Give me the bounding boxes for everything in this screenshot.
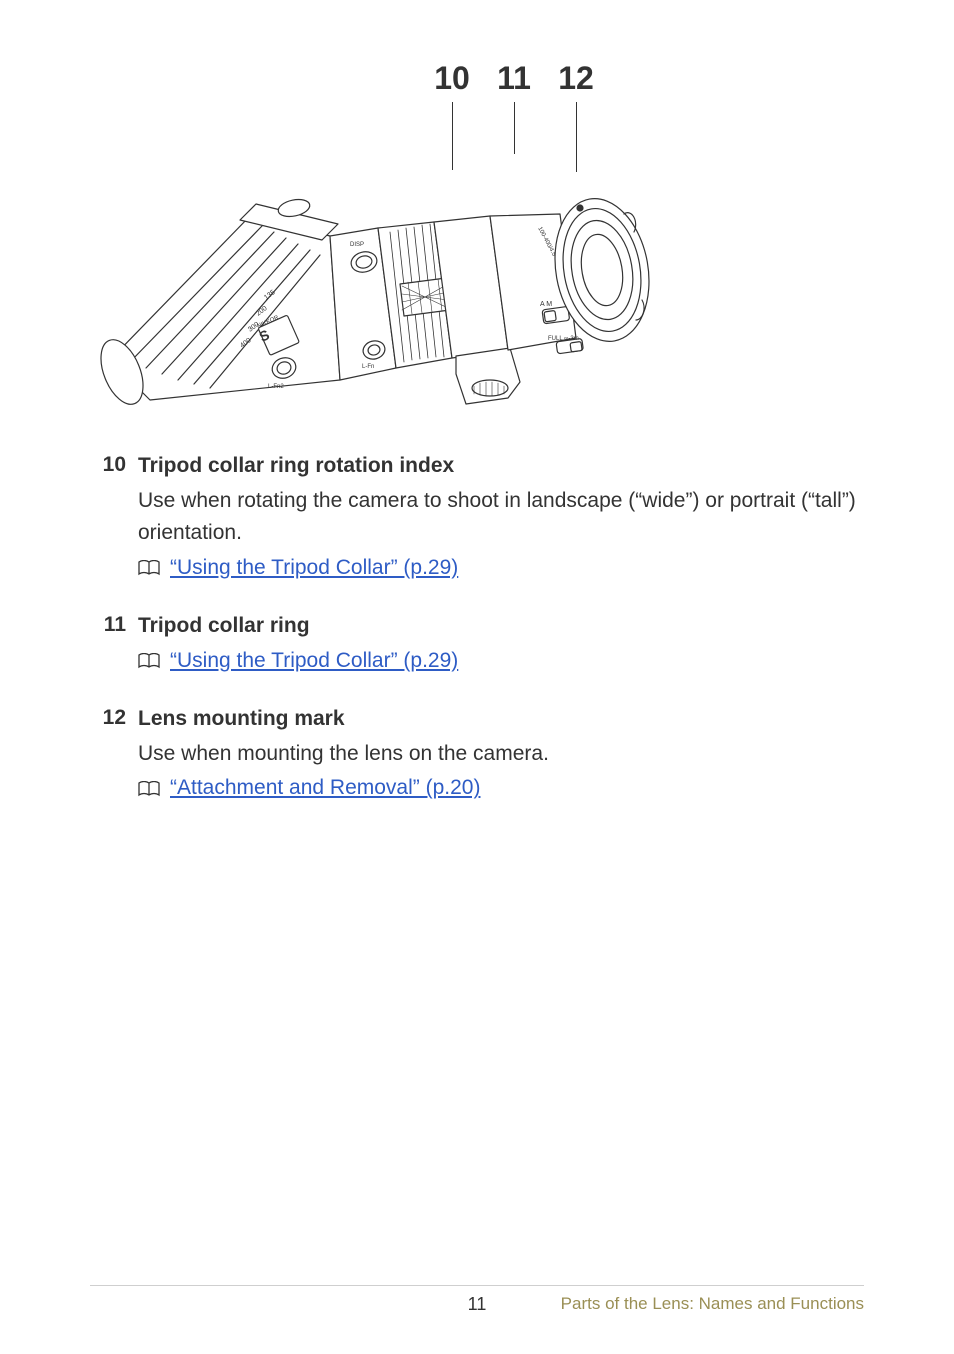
item-title: Tripod collar ring rotation index bbox=[138, 450, 864, 483]
item-number: 11 bbox=[90, 610, 126, 639]
item-12: 12 Lens mounting mark Use when mounting … bbox=[90, 703, 864, 805]
reference-line: “Attachment and Removal” (p.20) bbox=[138, 772, 864, 805]
book-icon bbox=[138, 560, 160, 576]
reference-link[interactable]: “Using the Tripod Collar” (p.29) bbox=[170, 552, 458, 585]
callout-10: 10 bbox=[430, 60, 474, 97]
item-number: 12 bbox=[90, 703, 126, 732]
lens-illustration: 400 300 200 135 NIKKOR S L-Fn2 DISP bbox=[90, 150, 710, 430]
reference-link[interactable]: “Using the Tripod Collar” (p.29) bbox=[170, 645, 458, 678]
svg-text:L-Fn: L-Fn bbox=[362, 364, 374, 370]
reference-link[interactable]: “Attachment and Removal” (p.20) bbox=[170, 772, 480, 805]
item-body: Tripod collar ring rotation index Use wh… bbox=[138, 450, 864, 584]
callout-11: 11 bbox=[492, 60, 536, 97]
item-11: 11 Tripod collar ring “Using the Tripod … bbox=[90, 610, 864, 677]
page-root: 10 11 12 400 300 200 bbox=[0, 0, 954, 1354]
item-title: Tripod collar ring bbox=[138, 610, 864, 643]
callout-12: 12 bbox=[554, 60, 598, 97]
item-body: Tripod collar ring “Using the Tripod Col… bbox=[138, 610, 864, 677]
item-title: Lens mounting mark bbox=[138, 703, 864, 736]
callout-row: 10 11 12 bbox=[430, 60, 598, 97]
item-10: 10 Tripod collar ring rotation index Use… bbox=[90, 450, 864, 584]
svg-text:FULL ∞-3m: FULL ∞-3m bbox=[548, 336, 579, 342]
page-number: 11 bbox=[468, 1294, 487, 1315]
section-title: Parts of the Lens: Names and Functions bbox=[561, 1294, 864, 1314]
callout-line-11 bbox=[514, 102, 515, 154]
svg-text:DISP: DISP bbox=[350, 242, 364, 248]
svg-text:A M: A M bbox=[540, 301, 552, 308]
item-number: 10 bbox=[90, 450, 126, 479]
book-icon bbox=[138, 653, 160, 669]
lens-figure: 10 11 12 400 300 200 bbox=[90, 60, 864, 430]
item-desc: Use when mounting the lens on the camera… bbox=[138, 738, 864, 771]
item-body: Lens mounting mark Use when mounting the… bbox=[138, 703, 864, 805]
book-icon bbox=[138, 781, 160, 797]
reference-line: “Using the Tripod Collar” (p.29) bbox=[138, 645, 864, 678]
page-footer: 11 Parts of the Lens: Names and Function… bbox=[90, 1285, 864, 1304]
item-desc: Use when rotating the camera to shoot in… bbox=[138, 485, 864, 550]
svg-text:L-Fn2: L-Fn2 bbox=[268, 384, 284, 390]
description-list: 10 Tripod collar ring rotation index Use… bbox=[90, 450, 864, 805]
reference-line: “Using the Tripod Collar” (p.29) bbox=[138, 552, 864, 585]
